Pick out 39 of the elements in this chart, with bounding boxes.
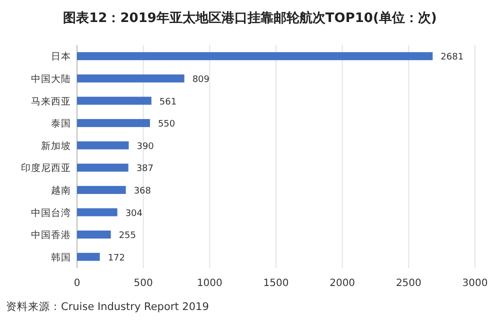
text: 资料来源：Cruise Industry Report 2019 [6, 300, 209, 313]
y-tick-label: 中国香港 [31, 229, 71, 242]
data-label: 550 [158, 120, 176, 130]
x-tick-label: 500 [134, 278, 153, 289]
y-tick-label: 越南 [51, 184, 71, 196]
x-tick-label: 2000 [330, 278, 356, 289]
data-label: 304 [125, 208, 143, 219]
x-tick-label: 0 [74, 278, 80, 289]
data-label: 390 [136, 142, 154, 152]
y-tick-label: 马来西亚 [31, 95, 71, 108]
y-tick-label: 中国台湾 [31, 206, 71, 219]
y-tick-label: 日本 [51, 50, 71, 63]
y-tick-label: 韩国 [51, 251, 71, 264]
data-label: 368 [134, 186, 152, 196]
chart-title: 图表12：2019年亚太地区港口挂靠邮轮航次TOP10(单位：次) [63, 10, 437, 26]
bar [77, 186, 126, 194]
y-tick-label: 新加坡 [41, 140, 71, 152]
y-tick-label: 中国大陆 [31, 72, 71, 85]
x-tick-label: 1500 [263, 278, 289, 289]
data-label: 2681 [440, 52, 464, 63]
data-label: 387 [136, 164, 154, 174]
x-tick-label: 2500 [396, 278, 422, 289]
bar [77, 164, 128, 172]
bar [77, 252, 100, 261]
bar [77, 230, 111, 239]
x-tick-label: 1000 [196, 278, 222, 289]
data-label: 255 [118, 231, 136, 242]
y-tick-label: 印度尼西亚 [21, 162, 71, 174]
bar [77, 96, 152, 105]
bar [77, 141, 129, 150]
x-tick-label: 3000 [462, 278, 488, 289]
data-label: 172 [108, 253, 126, 264]
bar [77, 74, 184, 82]
data-label: 561 [159, 97, 177, 108]
data-label: 809 [192, 74, 210, 85]
y-tick-label: 泰国 [51, 118, 71, 130]
bar [77, 208, 118, 216]
bar [77, 119, 150, 128]
bar [77, 52, 433, 60]
